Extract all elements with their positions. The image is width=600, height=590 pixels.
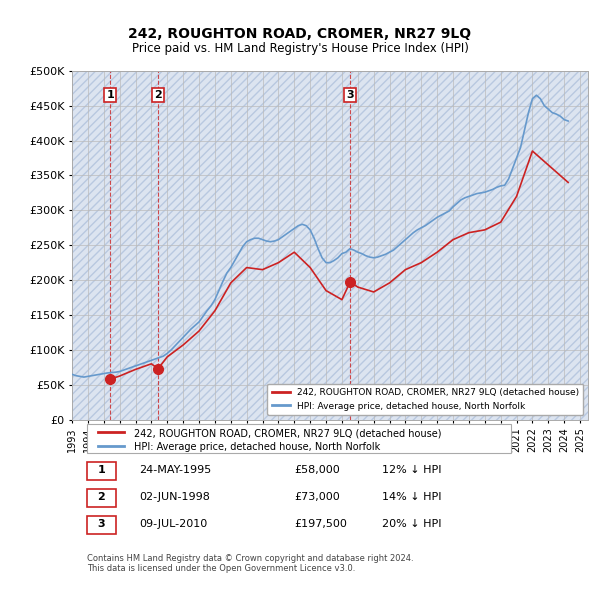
Text: Price paid vs. HM Land Registry's House Price Index (HPI): Price paid vs. HM Land Registry's House …	[131, 42, 469, 55]
Legend: 242, ROUGHTON ROAD, CROMER, NR27 9LQ (detached house), HPI: Average price, detac: 242, ROUGHTON ROAD, CROMER, NR27 9LQ (de…	[267, 384, 583, 415]
FancyBboxPatch shape	[88, 424, 511, 453]
Text: 02-JUN-1998: 02-JUN-1998	[139, 492, 210, 502]
Text: Contains HM Land Registry data © Crown copyright and database right 2024.
This d: Contains HM Land Registry data © Crown c…	[88, 554, 414, 573]
Text: 2: 2	[98, 492, 105, 502]
Text: £197,500: £197,500	[294, 519, 347, 529]
Text: 242, ROUGHTON ROAD, CROMER, NR27 9LQ (detached house): 242, ROUGHTON ROAD, CROMER, NR27 9LQ (de…	[134, 428, 442, 438]
Text: 24-MAY-1995: 24-MAY-1995	[139, 466, 211, 476]
Text: 1: 1	[106, 90, 114, 100]
Text: 242, ROUGHTON ROAD, CROMER, NR27 9LQ: 242, ROUGHTON ROAD, CROMER, NR27 9LQ	[128, 27, 472, 41]
FancyBboxPatch shape	[88, 463, 116, 480]
Text: £58,000: £58,000	[294, 466, 340, 476]
Text: 3: 3	[98, 519, 105, 529]
Text: HPI: Average price, detached house, North Norfolk: HPI: Average price, detached house, Nort…	[134, 441, 380, 451]
Text: 3: 3	[346, 90, 354, 100]
Text: 12% ↓ HPI: 12% ↓ HPI	[382, 466, 441, 476]
FancyBboxPatch shape	[88, 490, 116, 507]
Text: 20% ↓ HPI: 20% ↓ HPI	[382, 519, 441, 529]
Text: £73,000: £73,000	[294, 492, 340, 502]
FancyBboxPatch shape	[88, 516, 116, 534]
Text: 09-JUL-2010: 09-JUL-2010	[139, 519, 208, 529]
Text: 1: 1	[98, 466, 105, 476]
Text: 2: 2	[154, 90, 162, 100]
Text: 14% ↓ HPI: 14% ↓ HPI	[382, 492, 441, 502]
